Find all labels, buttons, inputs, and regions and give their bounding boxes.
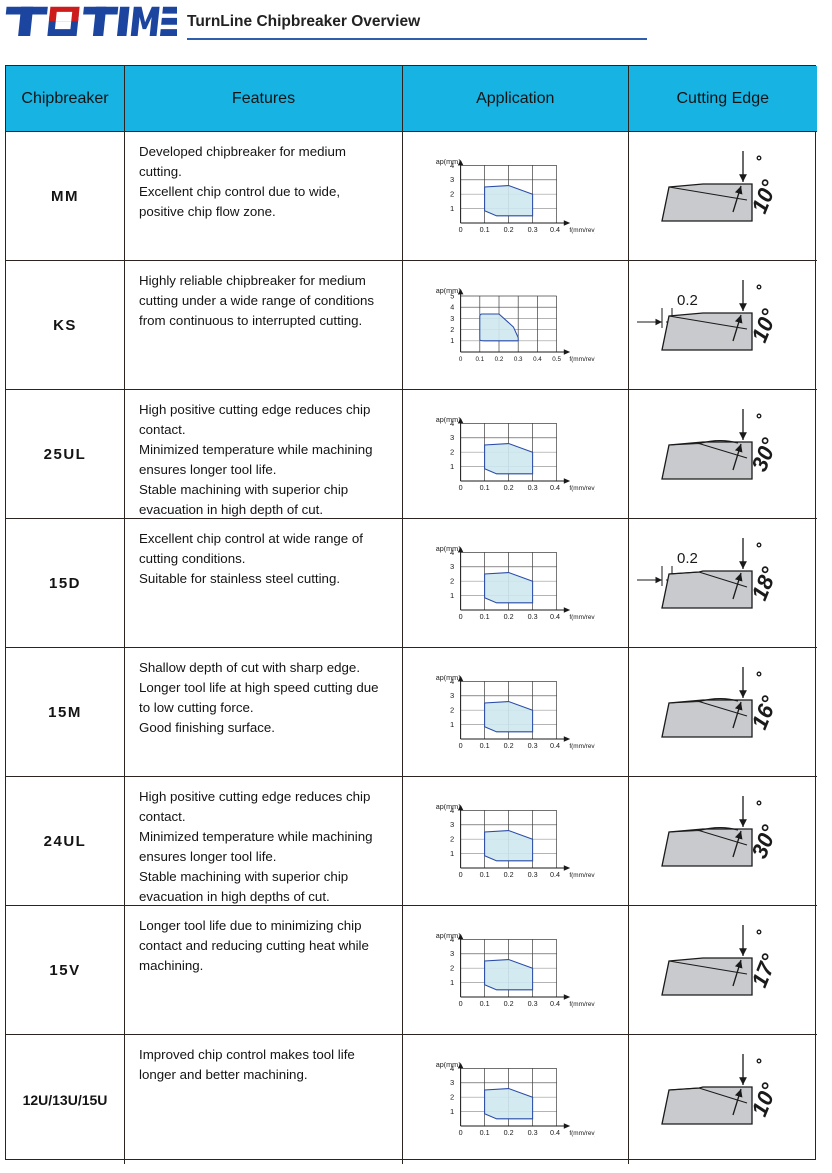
svg-text:0.4: 0.4 [550,869,560,878]
svg-text:0.1: 0.1 [480,998,490,1007]
svg-text:0.4: 0.4 [550,482,560,491]
svg-text:ap(mm): ap(mm) [436,933,461,940]
svg-text:3: 3 [450,175,454,184]
svg-text:0.1: 0.1 [476,355,485,362]
svg-text:3: 3 [450,820,454,829]
svg-text:1: 1 [450,1107,454,1116]
svg-text:0.1: 0.1 [480,611,490,620]
svg-text:0.4: 0.4 [550,224,560,233]
svg-text:3: 3 [450,691,454,700]
svg-text:0.2: 0.2 [504,998,514,1007]
svg-text:2: 2 [450,705,454,714]
svg-text:0.2: 0.2 [504,869,514,878]
svg-text:2: 2 [450,576,454,585]
svg-text:4: 4 [450,302,454,311]
svg-text:1: 1 [450,849,454,858]
svg-text:f(mm/rev): f(mm/rev) [570,355,596,362]
svg-text:ap(mm): ap(mm) [436,1062,461,1069]
svg-text:1: 1 [450,204,454,213]
svg-text:3: 3 [450,1078,454,1087]
svg-text:1: 1 [450,720,454,729]
svg-text:1: 1 [450,978,454,987]
svg-text:0.3: 0.3 [528,1127,538,1136]
svg-text:f(mm/rev): f(mm/rev) [570,1129,596,1136]
svg-text:2: 2 [450,834,454,843]
svg-text:1: 1 [450,591,454,600]
svg-text:3: 3 [450,562,454,571]
svg-text:f(mm/rev): f(mm/rev) [570,742,596,749]
svg-text:0: 0 [459,740,463,749]
svg-text:0.4: 0.4 [533,355,542,362]
svg-text:0: 0 [459,355,463,362]
svg-text:0.2: 0.2 [677,550,698,567]
svg-text:ap(mm): ap(mm) [436,288,461,295]
svg-text:0.5: 0.5 [553,355,562,362]
svg-text:0.2: 0.2 [504,740,514,749]
svg-text:0.3: 0.3 [528,611,538,620]
svg-text:2: 2 [450,1092,454,1101]
svg-text:0: 0 [459,482,463,491]
svg-text:0: 0 [459,1127,463,1136]
svg-text:1: 1 [450,336,454,345]
svg-text:ap(mm): ap(mm) [436,675,461,682]
svg-text:0: 0 [459,869,463,878]
svg-text:3: 3 [450,313,454,322]
svg-text:0.4: 0.4 [550,611,560,620]
svg-text:0.4: 0.4 [550,1127,560,1136]
svg-text:0.1: 0.1 [480,869,490,878]
svg-text:0.2: 0.2 [504,482,514,491]
svg-text:f(mm/rev): f(mm/rev) [570,613,596,620]
svg-text:0.4: 0.4 [550,998,560,1007]
svg-text:3: 3 [450,433,454,442]
svg-text:0.3: 0.3 [514,355,523,362]
svg-text:ap(mm): ap(mm) [436,417,461,424]
svg-text:0.3: 0.3 [528,869,538,878]
svg-text:0: 0 [459,224,463,233]
svg-text:0.3: 0.3 [528,740,538,749]
svg-text:2: 2 [450,325,454,334]
svg-text:2: 2 [450,189,454,198]
svg-text:ap(mm): ap(mm) [436,546,461,553]
svg-text:0.4: 0.4 [550,740,560,749]
svg-text:0.1: 0.1 [480,482,490,491]
svg-text:3: 3 [450,949,454,958]
svg-text:f(mm/rev): f(mm/rev) [570,1000,596,1007]
svg-text:0.2: 0.2 [504,611,514,620]
svg-text:ap(mm): ap(mm) [436,159,461,166]
svg-text:0.2: 0.2 [504,224,514,233]
svg-text:0.1: 0.1 [480,1127,490,1136]
svg-text:f(mm/rev): f(mm/rev) [570,871,596,878]
svg-text:0.1: 0.1 [480,224,490,233]
svg-text:0.2: 0.2 [677,292,698,309]
svg-text:f(mm/rev): f(mm/rev) [570,484,596,491]
svg-text:0: 0 [459,998,463,1007]
svg-text:ap(mm): ap(mm) [436,804,461,811]
svg-text:0.1: 0.1 [480,740,490,749]
svg-text:1: 1 [450,462,454,471]
svg-text:0.2: 0.2 [495,355,504,362]
svg-text:0.3: 0.3 [528,482,538,491]
svg-text:0.2: 0.2 [504,1127,514,1136]
svg-text:f(mm/rev): f(mm/rev) [570,226,596,233]
svg-text:2: 2 [450,447,454,456]
svg-text:0: 0 [459,611,463,620]
svg-text:0.3: 0.3 [528,224,538,233]
svg-text:2: 2 [450,963,454,972]
svg-text:0.3: 0.3 [528,998,538,1007]
